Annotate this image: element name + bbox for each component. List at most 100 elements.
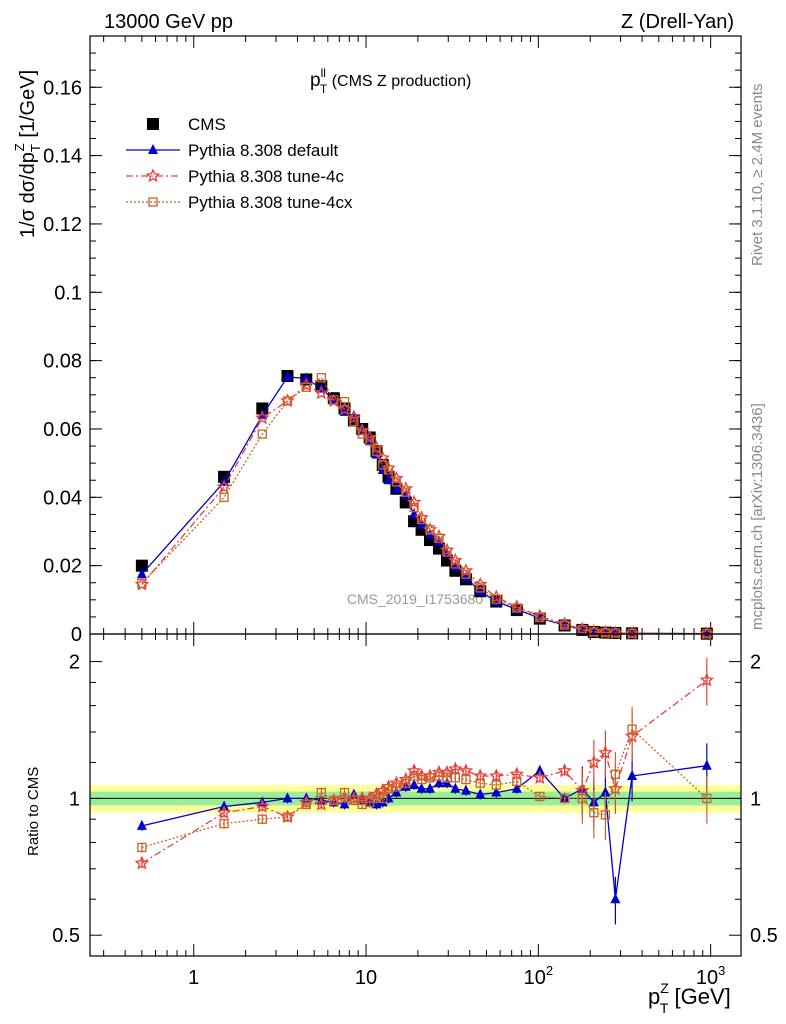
data-point-open-square xyxy=(383,465,394,475)
y-tick-label: 0.14 xyxy=(43,146,82,168)
data-point-open-square xyxy=(559,620,570,630)
data-point-triangle xyxy=(400,489,411,500)
ratio-point-open-square xyxy=(559,793,570,804)
ratio-point-star xyxy=(489,768,504,783)
ratio-point-open-square xyxy=(589,808,599,818)
y-tick-label: 0.02 xyxy=(43,556,82,578)
legend-label: CMS xyxy=(188,115,226,134)
x-tick-label: 103 xyxy=(696,963,725,989)
data-point-open-square xyxy=(301,382,311,392)
ratio-point-star xyxy=(699,672,715,687)
ratio-series xyxy=(134,657,715,925)
data-point-open-square xyxy=(339,396,350,407)
data-point-open-square xyxy=(378,460,388,470)
ratio-point-triangle xyxy=(409,779,420,790)
series-line-2 xyxy=(141,384,707,635)
y-tick-label: 0 xyxy=(71,624,82,646)
data-point-open-square xyxy=(450,559,461,569)
y-tick-label: 0.06 xyxy=(43,419,82,441)
ratio-point-triangle xyxy=(534,764,545,775)
series-line-3 xyxy=(141,376,707,635)
ratio-point-open-square xyxy=(577,793,587,804)
y-tick-label: 0.12 xyxy=(43,214,82,236)
legend: CMS Pythia 8.308 default Pythia 8.308 tune… xyxy=(126,115,353,212)
data-point-triangle xyxy=(301,372,312,383)
data-point-triangle xyxy=(282,371,293,382)
plot-title-main: p xyxy=(310,70,321,91)
legend-marker-star xyxy=(145,168,161,183)
ratio-y-tick-label: 0.5 xyxy=(52,925,80,947)
ratio-point-open-square xyxy=(475,778,485,788)
ratio-point-open-square xyxy=(401,778,411,788)
ratio-point-star xyxy=(375,782,391,797)
x-tick-label: 1 xyxy=(188,967,199,989)
ratio-point-open-square xyxy=(301,799,311,810)
plot-title-sub: T xyxy=(320,82,328,96)
watermark-group: CMS_2019_I1753680 xyxy=(347,591,483,607)
ratio-point-triangle xyxy=(491,786,502,797)
ratio-point-open-square xyxy=(391,782,402,792)
data-point-open-square xyxy=(257,429,267,439)
data-point-triangle xyxy=(383,474,394,485)
ratio-point-open-square xyxy=(461,774,471,785)
plot-title: pll T (CMS Z production) xyxy=(310,66,471,96)
data-point-triangle xyxy=(475,585,486,596)
legend-label: Pythia 8.308 tune-4cx xyxy=(188,193,353,212)
ratio-point-open-square xyxy=(535,791,545,802)
data-point-open-square xyxy=(475,583,485,593)
ratio-point-triangle xyxy=(627,770,638,781)
data-point-open-square xyxy=(491,594,501,604)
legend-label: Pythia 8.308 default xyxy=(188,141,339,160)
ratio-point-open-square xyxy=(316,787,326,798)
data-point-triangle xyxy=(257,409,268,420)
x-axis-label: pZ T [GeV] xyxy=(648,980,731,1016)
x-tick-label: 102 xyxy=(524,963,553,989)
data-point-open-square xyxy=(349,416,359,427)
data-point-star xyxy=(313,385,329,400)
ratio-point-triangle xyxy=(475,788,486,799)
data-point-open-square xyxy=(610,628,621,638)
ratio-y-tick-label: 1 xyxy=(69,788,80,810)
ratio-point-triangle xyxy=(282,792,293,803)
ratio-point-star xyxy=(134,855,150,870)
data-point-open-square xyxy=(371,446,382,456)
ratio-point-triangle xyxy=(450,782,461,793)
data-point-triangle xyxy=(460,571,471,582)
data-point-triangle xyxy=(136,568,147,579)
ratio-y-tick-label-right: 2 xyxy=(750,652,761,674)
y-tick-label: 0.08 xyxy=(43,351,82,373)
ratio-point-open-square xyxy=(378,793,388,804)
data-point-open-square xyxy=(425,525,435,535)
watermark: CMS_2019_I1753680 xyxy=(347,591,483,607)
ratio-point-open-square xyxy=(137,842,147,853)
header-right: Z (Drell-Yan) xyxy=(621,11,734,33)
ratio-point-star xyxy=(586,754,602,769)
data-point-open-square xyxy=(357,429,367,439)
y-tick-label: 0.1 xyxy=(54,282,82,304)
plot-title-rest: (CMS Z production) xyxy=(327,73,471,90)
data-point-triangle xyxy=(391,482,402,493)
data-point-star xyxy=(362,429,378,444)
data-point-square xyxy=(135,559,148,572)
ratio-point-triangle xyxy=(701,759,712,770)
ratio-line-2 xyxy=(141,679,708,864)
ratio-point-open-square xyxy=(627,724,637,734)
data-point-open-square xyxy=(416,514,427,525)
ratio-point-open-square xyxy=(339,787,350,798)
data-point-open-square xyxy=(589,627,599,637)
data-point-star xyxy=(337,401,352,416)
ratio-point-star xyxy=(598,745,613,759)
ratio-point-triangle xyxy=(136,819,147,830)
ratio-point-open-square xyxy=(329,795,339,806)
ratio-point-star xyxy=(216,805,232,820)
data-point-star xyxy=(254,410,270,425)
data-point-open-square xyxy=(316,373,326,383)
ratio-point-open-square xyxy=(702,793,712,804)
ratio-point-open-square xyxy=(219,818,229,829)
ratio-point-open-square xyxy=(491,780,501,790)
legend-marker-square xyxy=(147,118,159,130)
ratio-point-open-square xyxy=(610,769,621,779)
data-point-triangle xyxy=(450,561,461,572)
ratio-y-tick-label-right: 1 xyxy=(750,788,761,810)
ratio-line-3 xyxy=(141,728,708,849)
